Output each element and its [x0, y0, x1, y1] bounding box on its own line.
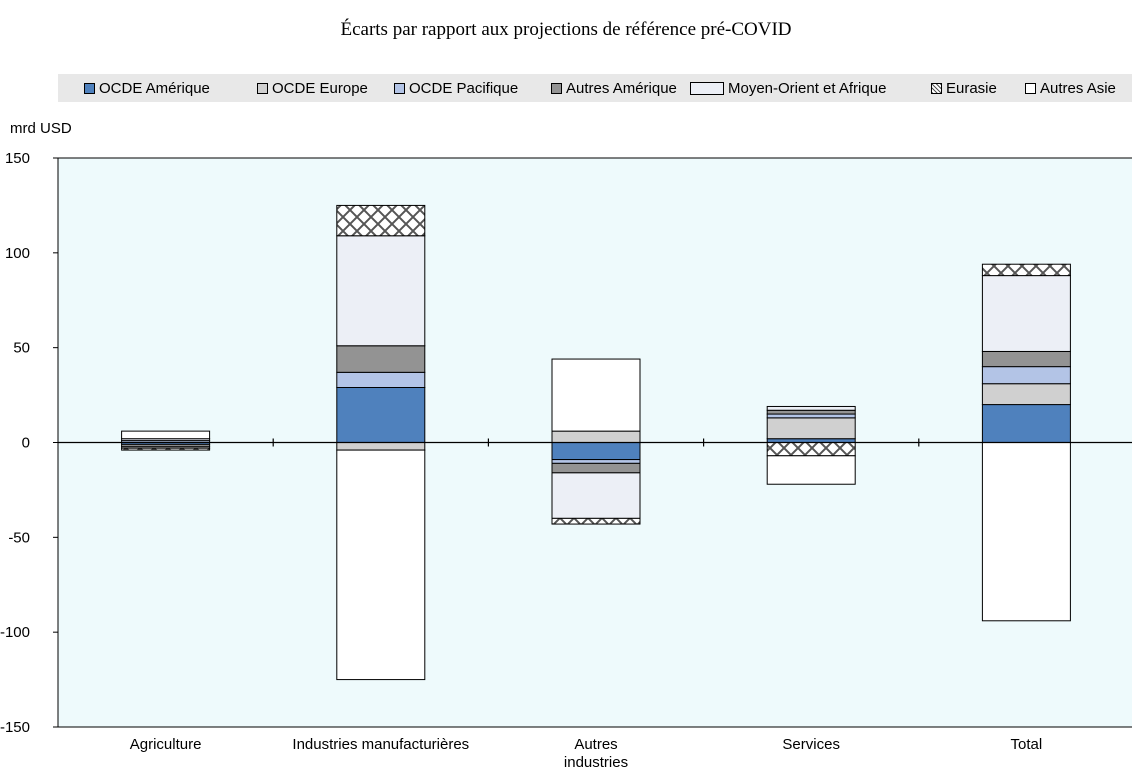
bar-agriculture-eurasie — [121, 447, 211, 451]
y-tick-label: -50 — [8, 529, 30, 546]
legend-label: Autres Amérique — [566, 79, 677, 97]
bar-services-ocde-europe — [766, 417, 856, 440]
x-category-label-industries-manufacturieres: Industries manufacturières — [292, 736, 469, 753]
legend-item-ocde-europe: OCDE Europe — [257, 79, 368, 97]
y-tick-label: 150 — [5, 150, 30, 167]
bar-services-autres-asie — [766, 455, 856, 485]
bar-autres-industries-autres-amerique — [551, 462, 641, 474]
legend-item-ocde-pacifique: OCDE Pacifique — [394, 79, 518, 97]
bar-agriculture-autres-asie — [121, 430, 211, 440]
bar-autres-industries-ocde-amerique — [551, 442, 641, 461]
bar-total-ocde-amerique — [981, 404, 1071, 444]
bar-industries-manufacturieres-autres-amerique — [336, 345, 426, 373]
legend-swatch — [690, 81, 724, 95]
legend-item-eurasie: Eurasie — [931, 79, 997, 97]
bar-services-ocde-pacifique — [766, 413, 856, 419]
legend-label: Autres Asie — [1040, 79, 1116, 97]
bar-autres-industries-ocde-europe — [551, 430, 641, 443]
bar-total-moyen-orient-et-afrique — [981, 275, 1071, 352]
bar-industries-manufacturieres-autres-asie — [336, 449, 426, 681]
x-category-label-autres-industries: Autres industries — [564, 736, 628, 771]
bar-autres-industries-ocde-pacifique — [551, 459, 641, 464]
legend-label: Moyen-Orient et Afrique — [728, 79, 887, 97]
bar-autres-industries-autres-asie — [551, 358, 641, 432]
legend-item-moyen-orient-et-afrique: Moyen-Orient et Afrique — [690, 79, 886, 97]
y-tick-label: 0 — [22, 435, 30, 452]
legend-item-autres-asie: Autres Asie — [1025, 79, 1116, 97]
legend: OCDE Amérique OCDE Europe OCDE Pacifique Au… — [58, 74, 1132, 102]
bar-total-autres-asie — [981, 442, 1071, 622]
x-category-label-services: Services — [782, 736, 840, 753]
bar-total-eurasie — [981, 263, 1071, 277]
bar-industries-manufacturieres-moyen-orient-et-afrique — [336, 235, 426, 347]
y-tick-label: -100 — [0, 624, 30, 641]
legend-swatch — [931, 82, 942, 94]
bar-total-autres-amerique — [981, 350, 1071, 368]
y-tick-label: 100 — [5, 245, 30, 262]
bar-services-moyen-orient-et-afrique — [766, 405, 856, 411]
legend-label: Eurasie — [946, 79, 997, 97]
legend-label: OCDE Pacifique — [409, 79, 519, 97]
bar-autres-industries-eurasie — [551, 517, 641, 525]
legend-label: OCDE Europe — [272, 79, 368, 97]
y-tick-label: 50 — [13, 340, 30, 357]
x-category-label-total: Total — [1011, 736, 1043, 753]
bar-industries-manufacturieres-ocde-amerique — [336, 386, 426, 444]
legend-swatch — [1025, 82, 1036, 94]
y-axis-label: mrd USD — [10, 120, 72, 137]
bar-total-ocde-europe — [981, 383, 1071, 406]
legend-swatch — [394, 82, 405, 94]
legend-label: OCDE Amérique — [99, 79, 210, 97]
legend-item-ocde-amerique: OCDE Amérique — [84, 79, 210, 97]
bar-total-ocde-pacifique — [981, 366, 1071, 385]
legend-swatch — [551, 82, 562, 94]
legend-swatch — [84, 82, 95, 94]
legend-swatch — [257, 82, 268, 94]
legend-item-autres-amerique: Autres Amérique — [551, 79, 677, 97]
y-tick-label: -150 — [0, 719, 30, 736]
bar-industries-manufacturieres-ocde-pacifique — [336, 371, 426, 388]
bar-industries-manufacturieres-ocde-europe — [336, 442, 426, 451]
x-category-label-agriculture: Agriculture — [130, 736, 202, 753]
bar-services-eurasie — [766, 442, 856, 457]
bar-autres-industries-moyen-orient-et-afrique — [551, 472, 641, 519]
bar-services-autres-amerique — [766, 409, 856, 415]
chart-title: Écarts par rapport aux projections de ré… — [340, 19, 792, 40]
bar-industries-manufacturieres-eurasie — [336, 204, 426, 237]
